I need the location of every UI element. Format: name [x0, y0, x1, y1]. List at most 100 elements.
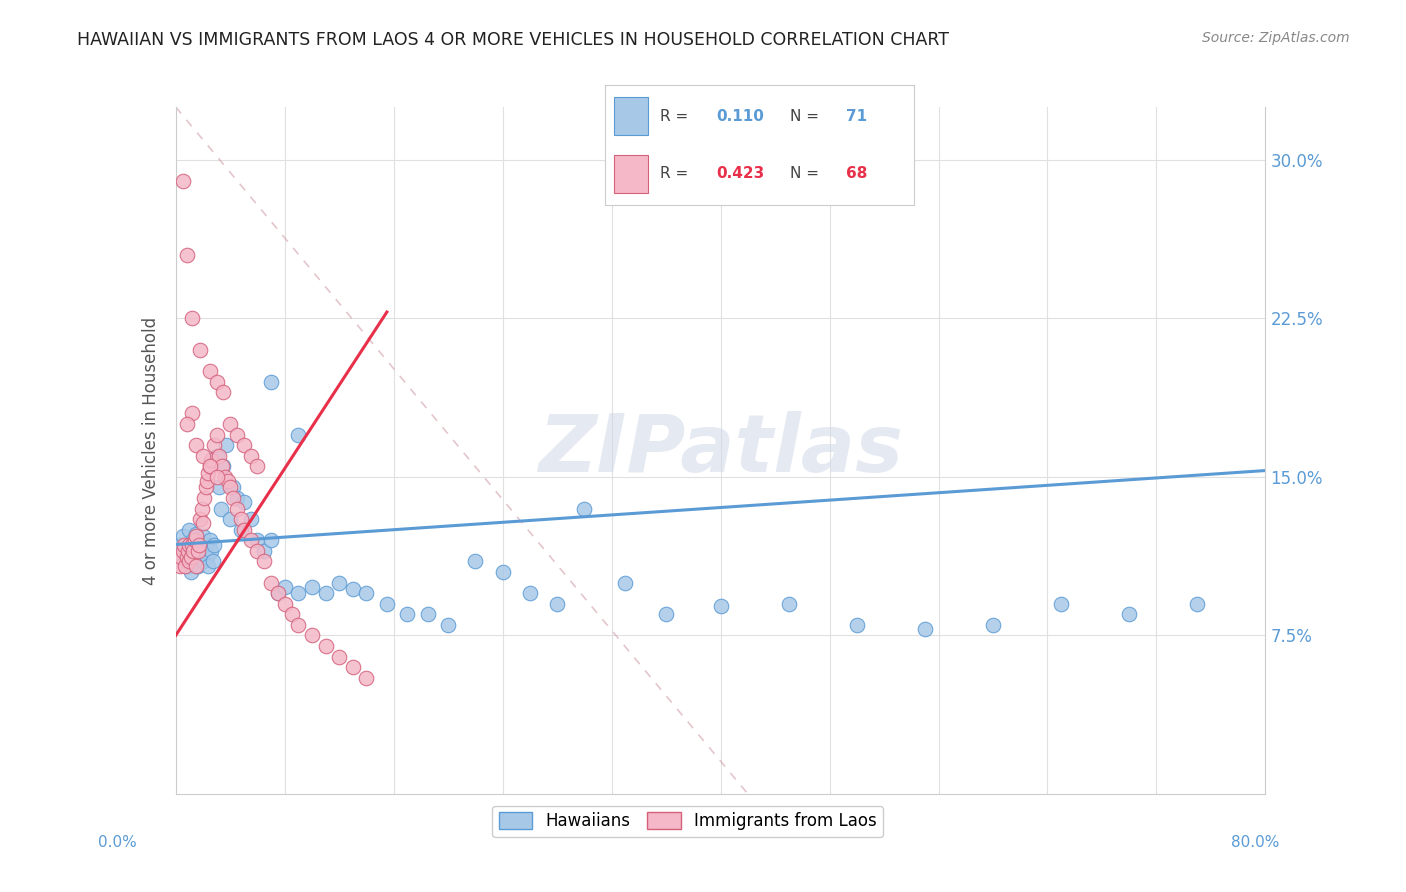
Point — [186, 544, 209, 558]
Point — [219, 480, 242, 494]
Point — [188, 550, 211, 565]
Point — [274, 580, 297, 594]
Point — [177, 544, 200, 558]
Point — [239, 512, 262, 526]
Point — [845, 617, 868, 632]
Point — [202, 537, 225, 551]
Point — [211, 459, 233, 474]
Point — [217, 474, 239, 488]
Point — [356, 671, 378, 685]
Point — [614, 575, 637, 590]
Point — [190, 501, 212, 516]
Point — [232, 495, 254, 509]
Point — [246, 459, 269, 474]
Point — [219, 417, 242, 431]
Point — [169, 537, 191, 551]
Point — [195, 474, 218, 488]
Point — [315, 586, 337, 600]
Point — [287, 586, 309, 600]
Point — [205, 375, 228, 389]
Point — [191, 529, 214, 543]
Point — [198, 459, 221, 474]
Point — [710, 599, 733, 613]
Point — [169, 558, 191, 573]
Point — [464, 554, 486, 568]
Point — [1050, 597, 1073, 611]
Point — [260, 533, 283, 548]
Point — [186, 529, 208, 543]
Point — [267, 586, 290, 600]
Point — [226, 501, 249, 516]
Point — [328, 575, 350, 590]
Point — [546, 597, 568, 611]
Point — [212, 385, 235, 400]
Point — [195, 550, 218, 565]
Text: 0.423: 0.423 — [716, 166, 765, 181]
Point — [176, 417, 198, 431]
Point — [215, 438, 238, 452]
Point — [315, 639, 337, 653]
Point — [231, 523, 253, 537]
Point — [246, 544, 269, 558]
Point — [267, 586, 290, 600]
Point — [287, 427, 309, 442]
Point — [212, 459, 235, 474]
Point — [181, 311, 204, 326]
Point — [184, 533, 207, 548]
Point — [778, 597, 800, 611]
Point — [200, 453, 222, 467]
FancyBboxPatch shape — [614, 154, 648, 193]
Point — [176, 544, 198, 558]
Point — [208, 480, 231, 494]
Point — [205, 470, 228, 484]
Point — [416, 607, 439, 622]
Point — [519, 586, 541, 600]
Text: N =: N = — [790, 109, 824, 124]
Point — [287, 617, 309, 632]
Point — [1118, 607, 1140, 622]
Point — [375, 597, 398, 611]
Point — [202, 438, 225, 452]
Point — [181, 537, 204, 551]
Point — [914, 622, 936, 636]
Y-axis label: 4 or more Vehicles in Household: 4 or more Vehicles in Household — [142, 317, 160, 584]
Point — [194, 480, 217, 494]
Point — [198, 533, 221, 548]
Point — [194, 537, 217, 551]
Point — [231, 512, 253, 526]
Point — [253, 544, 276, 558]
Point — [190, 537, 212, 551]
Point — [200, 544, 222, 558]
Point — [232, 523, 254, 537]
Point — [172, 544, 194, 558]
Point — [180, 550, 202, 565]
Point — [342, 660, 364, 674]
Point — [328, 649, 350, 664]
Text: 71: 71 — [846, 109, 868, 124]
Point — [253, 554, 276, 568]
Point — [177, 550, 200, 565]
Point — [492, 565, 515, 579]
Point — [205, 427, 228, 442]
Point — [198, 459, 221, 474]
Point — [246, 533, 269, 548]
Point — [208, 449, 231, 463]
Point — [260, 375, 283, 389]
Text: Source: ZipAtlas.com: Source: ZipAtlas.com — [1202, 31, 1350, 45]
Point — [184, 541, 207, 556]
Point — [232, 438, 254, 452]
Point — [186, 558, 208, 573]
Point — [301, 628, 323, 642]
Point — [179, 523, 201, 537]
Point — [183, 533, 205, 548]
Point — [197, 466, 219, 480]
Point — [342, 582, 364, 596]
Point — [176, 248, 198, 262]
Text: HAWAIIAN VS IMMIGRANTS FROM LAOS 4 OR MORE VEHICLES IN HOUSEHOLD CORRELATION CHA: HAWAIIAN VS IMMIGRANTS FROM LAOS 4 OR MO… — [77, 31, 949, 49]
Point — [179, 558, 201, 573]
Point — [179, 554, 201, 568]
Point — [170, 550, 193, 565]
Point — [205, 449, 228, 463]
Point — [180, 565, 202, 579]
Point — [191, 449, 214, 463]
